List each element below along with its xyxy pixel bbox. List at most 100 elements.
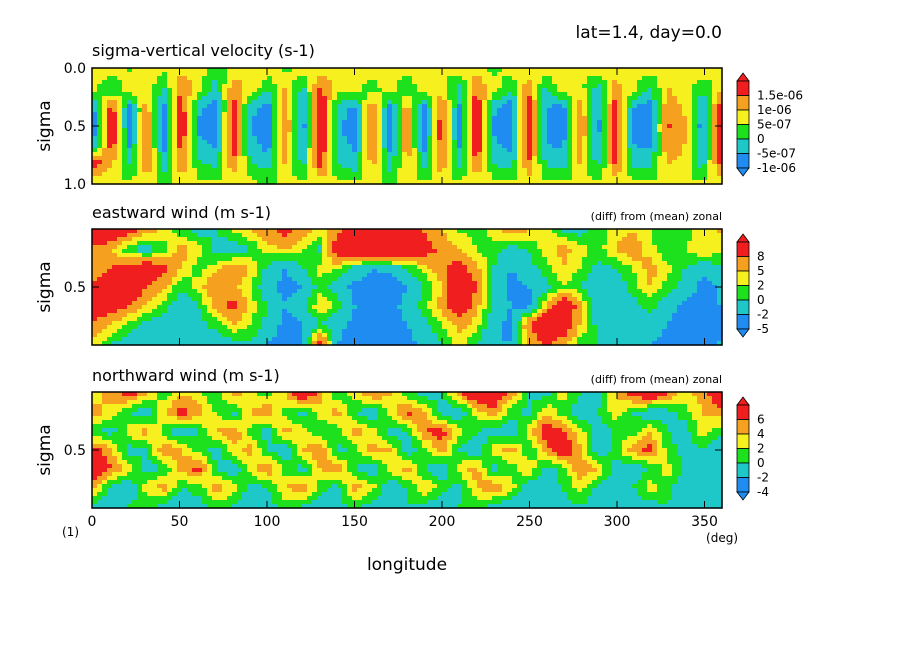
heatmap-cell [197,104,203,109]
heatmap-cell [572,152,578,157]
heatmap-cell [392,257,398,262]
heatmap-cell [637,128,643,133]
heatmap-cell [677,116,683,121]
heatmap-cell [587,116,593,121]
heatmap-cell [192,269,198,274]
heatmap-cell [122,116,128,121]
heatmap-cell [192,241,198,246]
heatmap-cell [357,261,363,266]
heatmap-cell [137,128,143,133]
heatmap-cell [502,229,508,234]
heatmap-cell [662,136,668,141]
heatmap-cell [532,108,538,113]
heatmap-cell [127,229,133,234]
heatmap-cell [477,124,483,129]
heatmap-cell [97,80,103,85]
heatmap-cell [667,80,673,85]
heatmap-cell [227,265,233,270]
heatmap-cell [432,96,438,101]
heatmap-cell [712,249,718,254]
heatmap-cell [152,168,158,173]
heatmap-cell [137,124,143,129]
heatmap-cell [162,180,168,185]
heatmap-cell [372,100,378,105]
heatmap-cell [167,241,173,246]
heatmap-cell [407,237,413,242]
heatmap-cell [492,233,498,238]
heatmap-cell [132,84,138,89]
heatmap-cell [457,84,463,89]
heatmap-cell [627,245,633,250]
heatmap-cell [707,116,713,121]
heatmap-cell [587,144,593,149]
heatmap-cell [212,229,218,234]
heatmap-cell [647,104,653,109]
heatmap-cell [132,152,138,157]
heatmap-cell [507,261,513,266]
heatmap-cell [287,124,293,129]
heatmap-cell [302,144,308,149]
heatmap-cell [582,124,588,129]
heatmap-cell [247,140,253,145]
heatmap-cell [527,164,533,169]
heatmap-cell [677,245,683,250]
heatmap-cell [377,76,383,81]
heatmap-cell [562,249,568,254]
heatmap-cell [672,253,678,258]
heatmap-cell [237,152,243,157]
heatmap-cell [397,76,403,81]
heatmap-cell [717,261,723,266]
heatmap-cell [627,84,633,89]
heatmap-cell [232,160,238,165]
heatmap-cell [427,160,433,165]
heatmap-cell [632,164,638,169]
heatmap-cell [207,176,213,181]
heatmap-cell [402,229,408,234]
heatmap-cell [707,249,713,254]
heatmap-cell [442,84,448,89]
heatmap-cell [347,164,353,169]
heatmap-cell [237,140,243,145]
heatmap-cell [127,144,133,149]
heatmap-cell [387,124,393,129]
heatmap-cell [132,233,138,238]
heatmap-cell [287,156,293,161]
heatmap-cell [667,168,673,173]
heatmap-cell [142,80,148,85]
heatmap-cell [702,253,708,258]
heatmap-cell [337,68,343,73]
heatmap-cell [152,164,158,169]
heatmap-cell [437,233,443,238]
heatmap-cell [552,176,558,181]
heatmap-cell [107,116,113,121]
heatmap-cell [97,245,103,250]
heatmap-cell [512,116,518,121]
heatmap-cell [452,245,458,250]
heatmap-cell [622,148,628,153]
heatmap-cell [657,249,663,254]
heatmap-cell [292,108,298,113]
heatmap-cell [232,104,238,109]
heatmap-cell [617,116,623,121]
heatmap-cell [197,76,203,81]
heatmap-cell [407,120,413,125]
heatmap-cell [127,112,133,117]
heatmap-cell [627,168,633,173]
heatmap-cell [577,253,583,258]
heatmap-cell [592,176,598,181]
heatmap-cell [712,132,718,137]
heatmap-cell [522,265,528,270]
heatmap-cell [257,241,263,246]
heatmap-cell [192,80,198,85]
heatmap-cell [562,229,568,234]
heatmap-cell [337,112,343,117]
heatmap-cell [107,96,113,101]
heatmap-cell [647,180,653,185]
heatmap-cell [107,261,113,266]
heatmap-cell [537,249,543,254]
heatmap-cell [552,76,558,81]
heatmap-cell [497,68,503,73]
heatmap-cell [642,68,648,73]
heatmap-cell [222,128,228,133]
heatmap-cell [147,100,153,105]
